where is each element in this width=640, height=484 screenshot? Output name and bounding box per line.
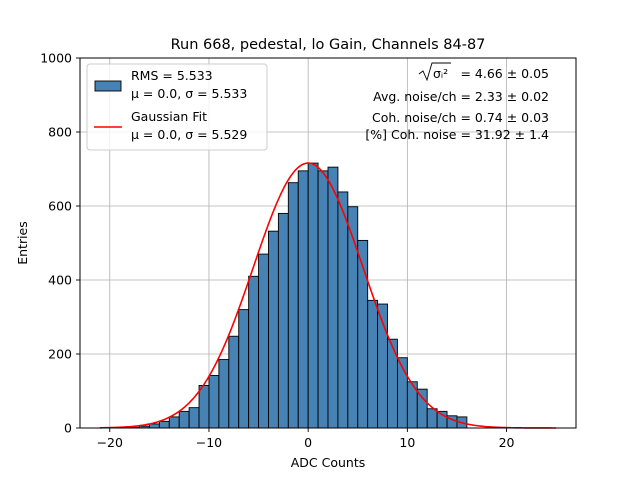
annotation-avg-noise: Avg. noise/ch = 2.33 ± 0.02 (373, 89, 549, 104)
histogram-bar (288, 183, 298, 428)
annotation-coh-noise: Coh. noise/ch = 0.74 ± 0.03 (372, 110, 549, 125)
histogram-bar (219, 360, 229, 428)
x-axis-label: ADC Counts (291, 455, 366, 470)
x-tick-label: 0 (304, 435, 312, 450)
histogram-bar (318, 171, 328, 428)
annotation-sqrt-variance: σᵢ² (433, 66, 448, 81)
x-tick-label: 10 (399, 435, 415, 450)
histogram-bar (338, 192, 348, 428)
histogram-bar (239, 310, 249, 428)
histogram-bar (229, 336, 239, 428)
histogram-bar (149, 424, 159, 428)
x-tick-label: −20 (97, 435, 123, 450)
histogram-bar (199, 385, 209, 428)
legend: RMS = 5.533 μ = 0.0, σ = 5.533 Gaussian … (87, 64, 267, 150)
x-tick-label: 20 (499, 435, 515, 450)
chart-title: Run 668, pedestal, lo Gain, Channels 84-… (171, 37, 486, 53)
histogram-bar (278, 213, 288, 428)
histogram-bar (427, 409, 437, 428)
annotation-sqrt-variance-value: = 4.66 ± 0.05 (460, 66, 549, 81)
y-axis-label: Entries (15, 221, 30, 265)
histogram-bar (328, 167, 338, 428)
histogram-bar (259, 254, 269, 428)
y-tick-label: 800 (48, 125, 72, 140)
histogram-bar (268, 231, 278, 428)
histogram-bar (159, 421, 169, 428)
y-tick-label: 400 (48, 273, 72, 288)
annotation-coh-noise-percent: [%] Coh. noise = 31.92 ± 1.4 (365, 127, 549, 142)
x-tick-label: −10 (196, 435, 222, 450)
histogram-bar (308, 163, 318, 428)
histogram-bar (189, 408, 199, 428)
legend-hist-label: RMS = 5.533 (131, 68, 213, 83)
y-tick-label: 1000 (40, 51, 72, 66)
histogram-bar (298, 171, 308, 428)
legend-hist-swatch (95, 81, 121, 91)
legend-fit-label: Gaussian Fit (131, 109, 207, 124)
histogram-bar (417, 389, 427, 428)
histogram-bar (169, 417, 179, 428)
y-tick-label: 200 (48, 347, 72, 362)
histogram-bar (249, 276, 259, 428)
histogram-bar (368, 300, 378, 428)
legend-fit-stats: μ = 0.0, σ = 5.529 (131, 127, 247, 142)
histogram-bar (209, 375, 219, 428)
histogram-bar (179, 411, 189, 428)
legend-hist-stats: μ = 0.0, σ = 5.533 (131, 86, 247, 101)
y-tick-label: 0 (64, 421, 72, 436)
y-tick-label: 600 (48, 199, 72, 214)
